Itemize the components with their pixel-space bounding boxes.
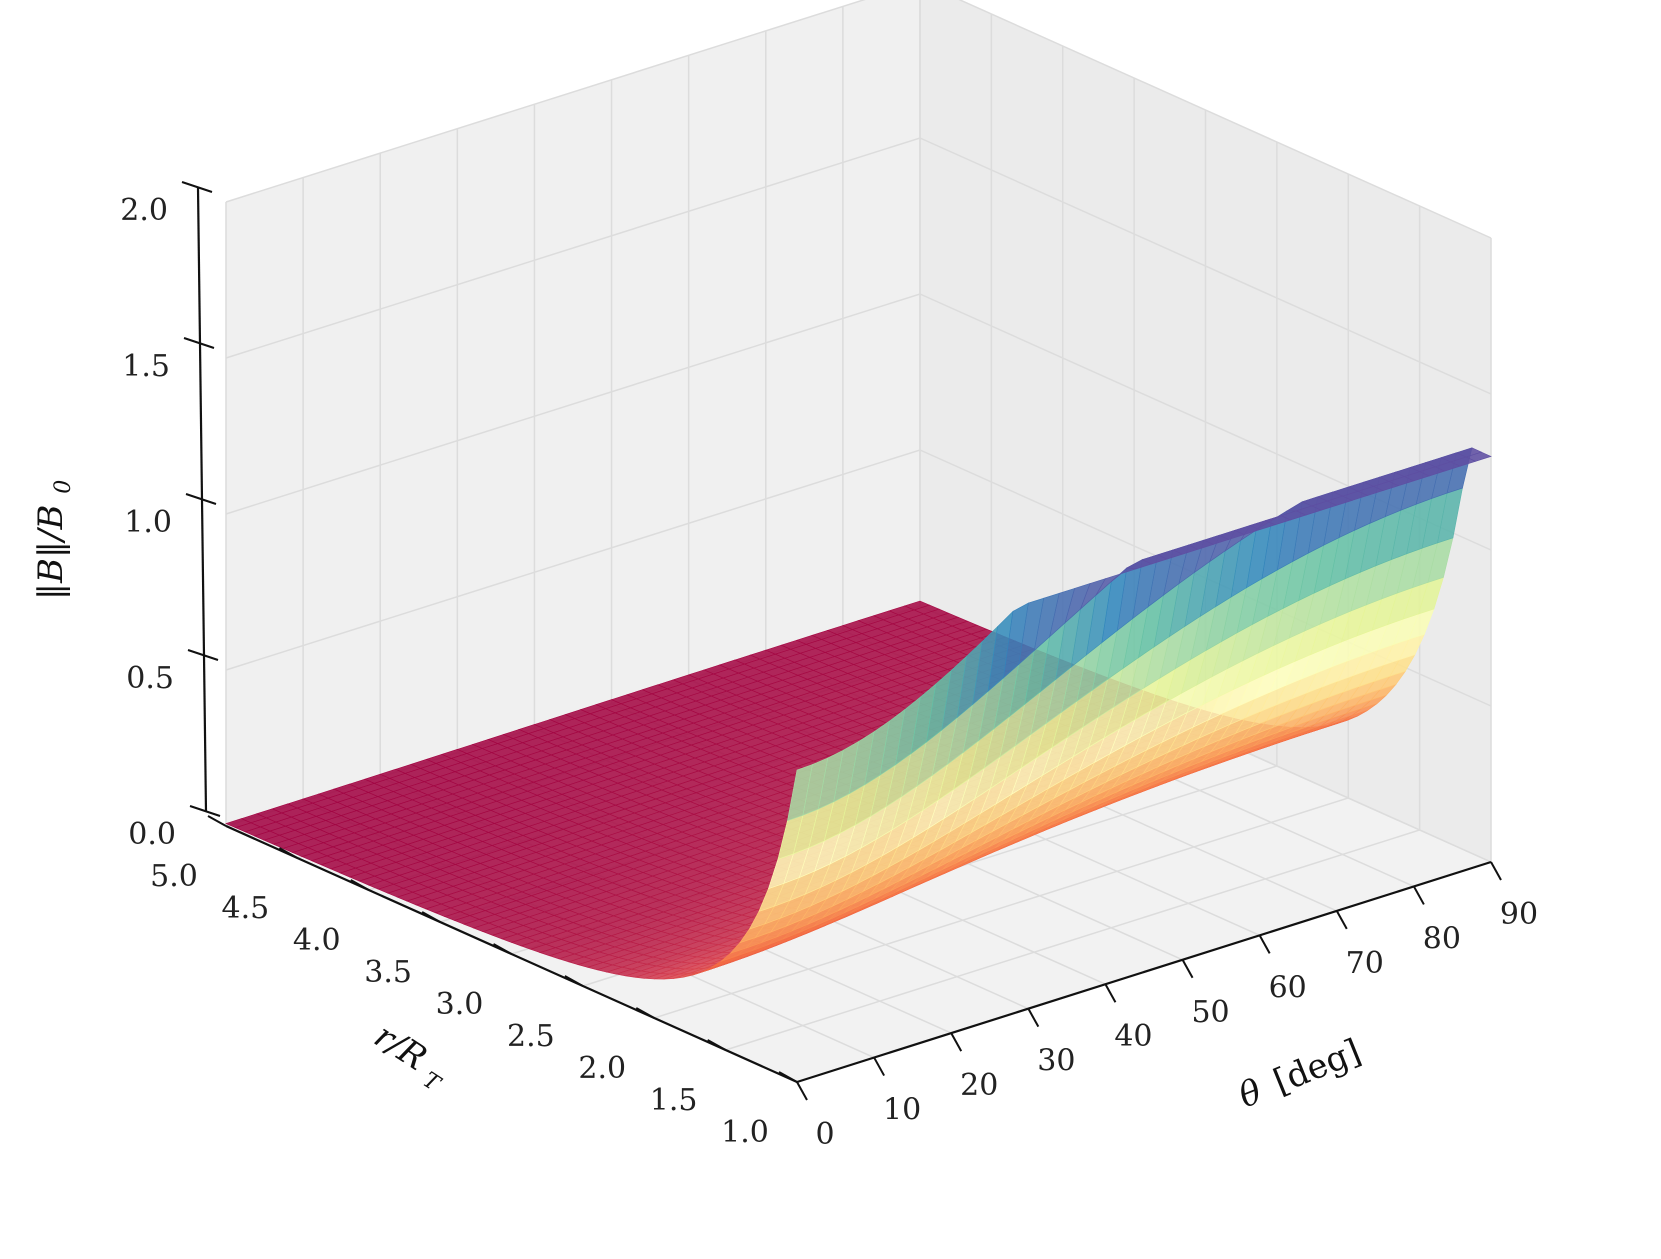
x-tick-label: 10 — [883, 1093, 921, 1128]
x-tick-label: 90 — [1500, 897, 1538, 932]
x-tick — [1181, 959, 1194, 979]
y-tick — [778, 1071, 798, 1083]
gridline-z — [225, 293, 1492, 551]
x-tick — [1104, 983, 1117, 1003]
y-axis-sub: T — [418, 1068, 446, 1098]
z-tick-label: 1.5 — [122, 349, 170, 384]
y-tick-label: 2.0 — [578, 1051, 626, 1086]
z-tick-label: 0.5 — [126, 661, 174, 696]
y-tick — [564, 975, 584, 987]
y-tick — [278, 847, 298, 859]
y-tick — [635, 1007, 655, 1019]
x-tick — [950, 1032, 963, 1052]
gridline-z — [225, 137, 1492, 395]
x-tick-label: 80 — [1423, 921, 1461, 956]
z-axis-sub: 0 — [51, 480, 76, 494]
y-axis-label: r/R T — [364, 1016, 457, 1098]
y-axis-main: r/R — [367, 1016, 433, 1079]
axes — [181, 181, 1502, 1101]
y-tick-label: 3.5 — [364, 955, 412, 990]
z-tick — [185, 493, 217, 505]
y-tick-label: 1.5 — [650, 1083, 698, 1118]
z-axis-label: ‖B‖/B 0 — [31, 480, 76, 600]
y-tick-label: 1.0 — [721, 1115, 769, 1150]
y-tick — [207, 815, 227, 827]
z-tick-label: 2.0 — [120, 193, 168, 228]
x-tick-label: 40 — [1114, 1019, 1152, 1054]
x-tick — [873, 1057, 885, 1077]
y-tick-label: 3.0 — [436, 987, 484, 1022]
x-tick — [796, 1081, 808, 1101]
x-tick — [1027, 1008, 1040, 1028]
z-axis-main: ‖B‖/B — [31, 505, 71, 600]
gridline-z — [225, 0, 1492, 239]
tick-labels: 0 10 20 30 40 50 60 70 80 90 1.0 1.5 2.0 2.5 3.0 3.5 4.0… — [120, 193, 1538, 1152]
x-tick-label: 60 — [1269, 970, 1307, 1005]
y-tick-label: 4.0 — [293, 923, 341, 958]
z-tick — [189, 805, 221, 817]
x-tick-label: 30 — [1037, 1044, 1075, 1079]
y-tick — [707, 1039, 727, 1051]
x-tick — [1490, 861, 1502, 881]
z-tick — [183, 337, 215, 349]
x-tick-label: 50 — [1191, 995, 1229, 1030]
y-tick-label: 5.0 — [150, 859, 198, 894]
y-tick-label: 4.5 — [222, 891, 270, 926]
surface-patch — [1465, 451, 1492, 462]
y-tick — [493, 943, 512, 955]
x-axis-unit: [deg] — [1268, 1032, 1367, 1103]
x-tick-label: 0 — [815, 1117, 834, 1152]
back-pane-theta — [226, 0, 920, 826]
surface-plot — [225, 447, 1492, 980]
x-tick — [1258, 934, 1271, 954]
x-axis-label: θ [deg] — [1233, 1032, 1366, 1117]
y-tick-label: 2.5 — [507, 1019, 555, 1054]
z-tick-label: 0.0 — [128, 817, 176, 852]
x-tick-label: 70 — [1346, 946, 1384, 981]
y-tick — [421, 911, 441, 923]
z-tick-label: 1.0 — [124, 505, 172, 540]
x-axis-line — [796, 860, 1492, 1084]
z-tick — [181, 181, 213, 193]
z-tick — [187, 649, 219, 661]
x-tick — [1335, 910, 1348, 930]
y-tick — [350, 879, 370, 891]
x-axis-symbol: θ — [1233, 1072, 1267, 1117]
x-tick-label: 20 — [960, 1068, 998, 1103]
x-tick — [1413, 885, 1425, 905]
